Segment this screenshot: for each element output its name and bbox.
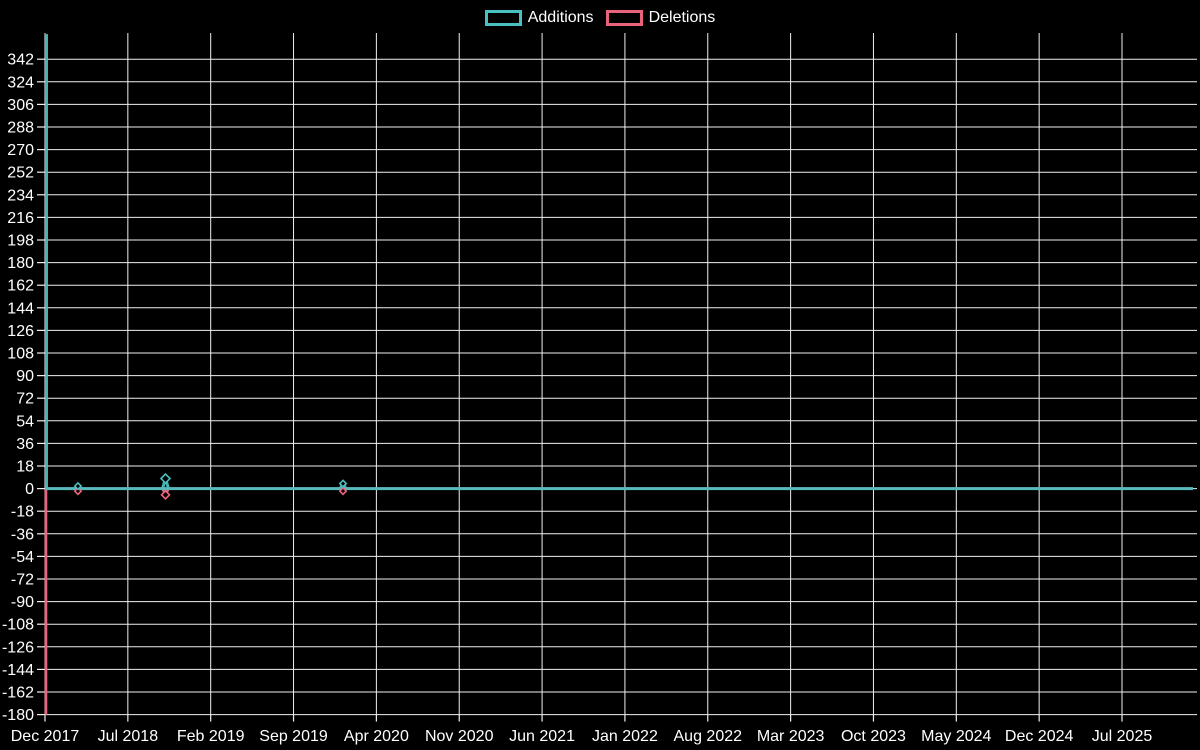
- x-tick-label: Mar 2023: [757, 728, 825, 745]
- chart-legend: Additions Deletions: [0, 10, 1200, 26]
- x-tick-label: Jun 2021: [509, 728, 575, 745]
- y-tick-label: 234: [7, 187, 34, 204]
- additions-swatch: [484, 10, 522, 26]
- x-tick-label: Aug 2022: [674, 728, 743, 745]
- y-tick-label: 18: [16, 459, 34, 476]
- y-tick-label: 54: [16, 413, 34, 430]
- y-tick-label: -72: [11, 572, 34, 589]
- deletions-point-marker[interactable]: [160, 489, 171, 501]
- y-tick-label: 72: [16, 391, 34, 408]
- y-tick-label: 126: [7, 323, 34, 340]
- y-tick-label: 36: [16, 436, 34, 453]
- y-tick-label: 198: [7, 233, 34, 250]
- x-tick-label: Dec 2017: [11, 728, 80, 745]
- x-tick-label: Feb 2019: [177, 728, 245, 745]
- y-tick-label: 144: [7, 300, 34, 317]
- x-tick-label: Nov 2020: [425, 728, 494, 745]
- y-tick-label: -126: [2, 639, 34, 656]
- y-tick-label: 90: [16, 368, 34, 385]
- deletions-point-marker[interactable]: [73, 486, 83, 496]
- y-tick-label: -162: [2, 685, 34, 702]
- y-tick-label: -54: [11, 549, 34, 566]
- y-tick-label: 288: [7, 120, 34, 137]
- legend-item-deletions[interactable]: Deletions: [605, 9, 716, 26]
- y-tick-label: 324: [7, 74, 34, 91]
- y-tick-label: -36: [11, 526, 34, 543]
- legend-item-additions[interactable]: Additions: [484, 9, 594, 26]
- additions-point-marker[interactable]: [159, 472, 172, 485]
- y-tick-label: 252: [7, 165, 34, 182]
- legend-label-additions: Additions: [527, 9, 594, 26]
- y-tick-label: -18: [11, 504, 34, 521]
- y-tick-label: 180: [7, 255, 34, 272]
- additions-point-marker[interactable]: [338, 479, 348, 488]
- y-tick-label: -144: [2, 662, 34, 679]
- x-tick-label: Jul 2018: [98, 728, 159, 745]
- y-tick-label: 0: [25, 481, 34, 498]
- y-tick-label: -180: [2, 707, 34, 724]
- y-tick-label: 216: [7, 210, 34, 227]
- x-tick-label: Jan 2022: [592, 728, 658, 745]
- x-tick-label: May 2024: [921, 728, 991, 745]
- y-tick-label: 108: [7, 346, 34, 363]
- x-tick-label: Jul 2025: [1092, 728, 1153, 745]
- y-tick-label: -108: [2, 617, 34, 634]
- legend-label-deletions: Deletions: [648, 9, 716, 26]
- deletions-swatch: [605, 10, 643, 26]
- x-tick-label: Apr 2020: [344, 728, 409, 745]
- deletions-point-marker[interactable]: [338, 486, 348, 496]
- x-tick-label: Dec 2024: [1005, 728, 1074, 745]
- x-tick-label: Sep 2019: [259, 728, 328, 745]
- y-tick-label: 342: [7, 52, 34, 69]
- y-tick-label: -90: [11, 594, 34, 611]
- additions-point-marker[interactable]: [73, 481, 83, 491]
- y-tick-label: 306: [7, 97, 34, 114]
- x-tick-label: Oct 2023: [841, 728, 906, 745]
- y-tick-label: 270: [7, 142, 34, 159]
- y-tick-label: 162: [7, 278, 34, 295]
